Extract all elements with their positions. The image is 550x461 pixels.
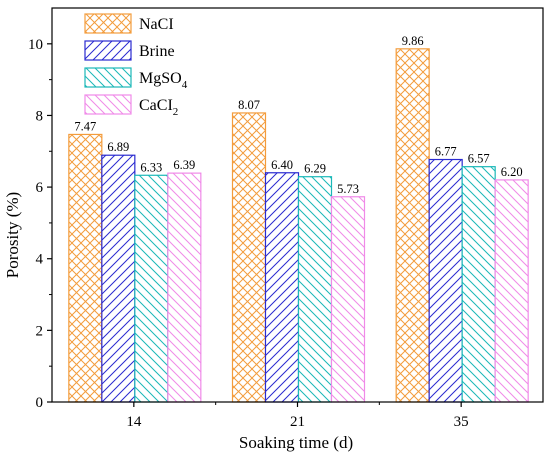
bar-value-label: 6.89 bbox=[107, 140, 129, 154]
legend: NaCI Brine MgSO4 CaCI2 bbox=[84, 13, 188, 118]
axes: 0 2 4 6 8 10 14 21 35 bbox=[28, 7, 544, 430]
bar-caci-35 bbox=[494, 179, 529, 403]
y-tick-label: 10 bbox=[28, 37, 43, 53]
legend-label-caci: CaCI2 bbox=[139, 97, 178, 118]
x-tick-label: 21 bbox=[290, 414, 305, 430]
bar-caci-14 bbox=[167, 172, 202, 403]
bar-value-label: 6.33 bbox=[140, 160, 162, 174]
x-tick-label: 35 bbox=[454, 414, 469, 430]
bar-value-label: 6.29 bbox=[304, 162, 326, 176]
legend-swatch-brine bbox=[84, 40, 132, 61]
legend-swatch-mgso bbox=[84, 67, 132, 88]
bar-value-label: 8.07 bbox=[238, 98, 260, 112]
y-tick-label: 8 bbox=[36, 108, 44, 124]
bar-value-label: 6.20 bbox=[501, 165, 523, 179]
bar-brine-35 bbox=[428, 158, 463, 403]
bar-value-label: 5.73 bbox=[337, 182, 359, 196]
legend-label-naci: NaCI bbox=[139, 16, 174, 33]
bar-value-labels: 7.47 8.07 9.86 6.89 6.40 6.77 6.33 6.29 6.57 6.39… bbox=[74, 34, 522, 196]
y-tick-label: 4 bbox=[36, 252, 44, 268]
legend-swatch-naci bbox=[84, 13, 132, 34]
legend-label-mgso: MgSO4 bbox=[139, 70, 188, 91]
bar-value-label: 6.40 bbox=[271, 158, 293, 172]
legend-swatch-caci bbox=[84, 94, 132, 115]
bar-mgso-21 bbox=[297, 176, 333, 403]
bar-naci-14 bbox=[68, 133, 103, 403]
bar-caci-21 bbox=[330, 196, 366, 403]
y-tick-label: 2 bbox=[36, 323, 44, 339]
bar-value-label: 6.77 bbox=[435, 145, 457, 159]
y-tick-label: 0 bbox=[36, 395, 44, 411]
y-axis-title: Porosity (%) bbox=[3, 192, 22, 278]
x-axis-title: Soaking time (d) bbox=[239, 433, 353, 452]
bar-mgso-35 bbox=[461, 166, 496, 403]
bars-layer bbox=[68, 48, 529, 403]
bar-naci-21 bbox=[231, 112, 267, 403]
bar-brine-14 bbox=[101, 154, 136, 403]
bar-mgso-14 bbox=[134, 174, 169, 403]
bar-value-label: 6.39 bbox=[173, 158, 195, 172]
bar-naci-35 bbox=[395, 48, 430, 403]
bar-value-label: 9.86 bbox=[402, 34, 424, 48]
bar-brine-21 bbox=[264, 172, 300, 403]
y-tick-label: 6 bbox=[36, 180, 44, 196]
x-tick-label: 14 bbox=[126, 414, 142, 430]
legend-label-brine: Brine bbox=[139, 43, 175, 60]
bar-value-label: 6.57 bbox=[468, 152, 490, 166]
bar-value-label: 7.47 bbox=[74, 119, 96, 133]
